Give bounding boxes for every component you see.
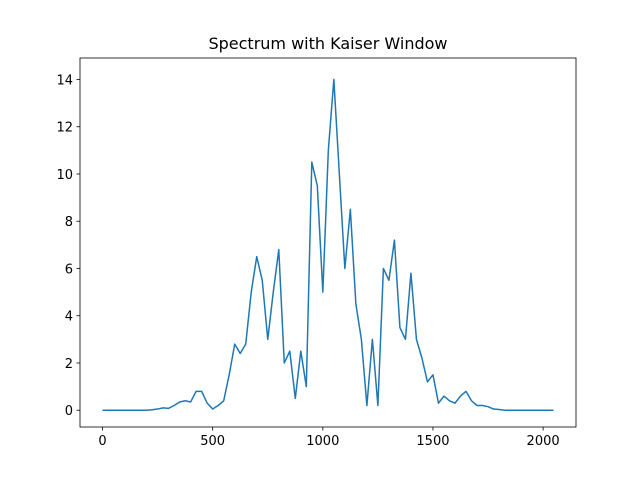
y-tick-label: 8 [65, 215, 73, 230]
y-tick-label: 0 [65, 404, 73, 419]
y-tick-label: 12 [56, 121, 73, 136]
y-tick-label: 2 [65, 357, 73, 372]
y-tick-label: 4 [65, 310, 73, 325]
plot-frame [79, 57, 577, 428]
y-tick-label: 10 [56, 168, 73, 183]
x-tick-label: 1000 [306, 434, 339, 449]
y-tick-label: 14 [56, 73, 73, 88]
y-tick-label: 6 [65, 262, 73, 277]
data-line [102, 78, 554, 411]
x-tick-label: 2000 [527, 434, 560, 449]
x-tick-label: 1500 [416, 434, 449, 449]
x-tick-label: 0 [98, 434, 106, 449]
chart-title: Spectrum with Kaiser Window [208, 34, 447, 53]
x-tick-label: 500 [200, 434, 225, 449]
